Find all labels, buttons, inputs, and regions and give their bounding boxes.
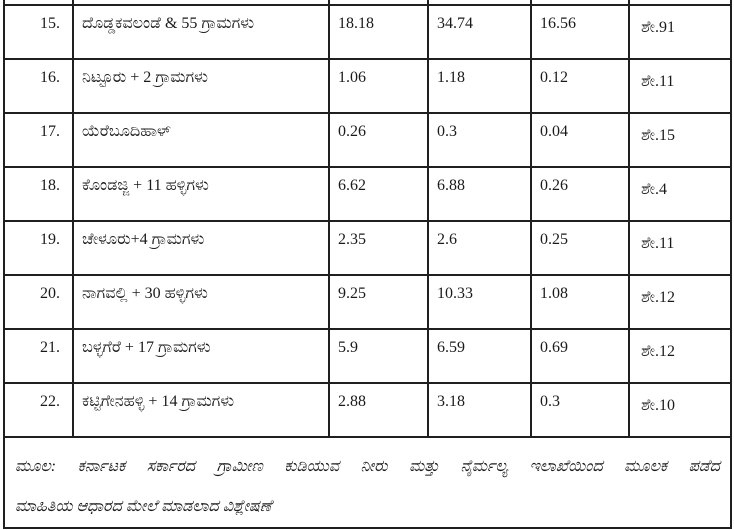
value-cell: 6.59 xyxy=(427,328,532,384)
partial-cell xyxy=(628,0,732,6)
value-cell: 1.08 xyxy=(530,274,630,330)
value-cell: 0.3 xyxy=(530,382,630,438)
percent-cell: ಶೇ.15 xyxy=(628,112,732,168)
table-row: 19. ಚೇಳೂರು+4 ಗ್ರಾಮಗಳು 2.35 2.6 0.25 ಶೇ.1… xyxy=(3,220,732,276)
row-number-cell: 18. xyxy=(3,166,74,222)
scheme-name-cell: ಬಳ್ಳಗೆರೆ + 17 ಗ್ರಾಮಗಳು xyxy=(72,328,330,384)
value-cell: 1.18 xyxy=(427,58,532,114)
value-cell: 2.6 xyxy=(427,220,532,276)
schemes-data-table: 15. ದೊಡ್ಡಕವಲಂಡೆ & 55 ಗ್ರಾಮಗಳು 18.18 34.7… xyxy=(3,0,732,529)
partial-cell xyxy=(328,0,429,6)
value-cell: 18.18 xyxy=(328,4,429,60)
value-cell: 2.88 xyxy=(328,382,429,438)
row-number-cell: 19. xyxy=(3,220,74,276)
row-number-cell: 17. xyxy=(3,112,74,168)
percent-cell: ಶೇ.10 xyxy=(628,382,732,438)
value-cell: 16.56 xyxy=(530,4,630,60)
value-cell: 6.88 xyxy=(427,166,532,222)
value-cell: 1.06 xyxy=(328,58,429,114)
row-number-cell: 22. xyxy=(3,382,74,438)
value-cell: 10.33 xyxy=(427,274,532,330)
scheme-name-cell: ದೊಡ್ಡಕವಲಂಡೆ & 55 ಗ್ರಾಮಗಳು xyxy=(72,4,330,60)
partial-cell xyxy=(72,0,330,6)
value-cell: 5.9 xyxy=(328,328,429,384)
table-row: 18. ಕೊಂಡಜ್ಜಿ + 11 ಹಳ್ಳಿಗಳು 6.62 6.88 0.2… xyxy=(3,166,732,222)
partial-cell xyxy=(3,0,74,6)
value-cell: 34.74 xyxy=(427,4,532,60)
table-row: 22. ಕಟ್ಟಿಗೇನಹಳ್ಳಿ + 14 ಗ್ರಾಮಗಳು 2.88 3.1… xyxy=(3,382,732,438)
row-number-cell: 20. xyxy=(3,274,74,330)
partial-cell xyxy=(427,0,532,6)
value-cell: 0.69 xyxy=(530,328,630,384)
value-cell: 0.12 xyxy=(530,58,630,114)
row-number-cell: 15. xyxy=(3,4,74,60)
value-cell: 0.26 xyxy=(530,166,630,222)
percent-cell: ಶೇ.12 xyxy=(628,328,732,384)
value-cell: 0.26 xyxy=(328,112,429,168)
value-cell: 6.62 xyxy=(328,166,429,222)
value-cell: 0.3 xyxy=(427,112,532,168)
table-footer-row: ಮೂಲ: ಕರ್ನಾಟಕ ಸರ್ಕಾರದ ಗ್ರಾಮೀಣ ಕುಡಿಯುವ ನೀರ… xyxy=(3,436,732,529)
row-number-cell: 16. xyxy=(3,58,74,114)
value-cell: 9.25 xyxy=(328,274,429,330)
value-cell: 0.04 xyxy=(530,112,630,168)
row-number-cell: 21. xyxy=(3,328,74,384)
percent-cell: ಶೇ.4 xyxy=(628,166,732,222)
value-cell: 3.18 xyxy=(427,382,532,438)
table-row: 17. ಯೆರೆಬೂದಿಹಾಳ್ 0.26 0.3 0.04 ಶೇ.15 xyxy=(3,112,732,168)
table-row: 21. ಬಳ್ಳಗೆರೆ + 17 ಗ್ರಾಮಗಳು 5.9 6.59 0.69… xyxy=(3,328,732,384)
table-row: 20. ನಾಗವಲ್ಲಿ + 30 ಹಳ್ಳಿಗಳು 9.25 10.33 1.… xyxy=(3,274,732,330)
scheme-name-cell: ನಿಟ್ಟೂರು + 2 ಗ್ರಾಮಗಳು xyxy=(72,58,330,114)
value-cell: 2.35 xyxy=(328,220,429,276)
scheme-name-cell: ಚೇಳೂರು+4 ಗ್ರಾಮಗಳು xyxy=(72,220,330,276)
scheme-name-cell: ಕೊಂಡಜ್ಜಿ + 11 ಹಳ್ಳಿಗಳು xyxy=(72,166,330,222)
value-cell: 0.25 xyxy=(530,220,630,276)
percent-cell: ಶೇ.11 xyxy=(628,58,732,114)
scheme-name-cell: ಕಟ್ಟಿಗೇನಹಳ್ಳಿ + 14 ಗ್ರಾಮಗಳು xyxy=(72,382,330,438)
source-note-line1: ಮೂಲ: ಕರ್ನಾಟಕ ಸರ್ಕಾರದ ಗ್ರಾಮೀಣ ಕುಡಿಯುವ ನೀರ… xyxy=(15,458,720,475)
table-row-partial-top xyxy=(3,0,732,6)
table-row: 16. ನಿಟ್ಟೂರು + 2 ಗ್ರಾಮಗಳು 1.06 1.18 0.12… xyxy=(3,58,732,114)
percent-cell: ಶೇ.12 xyxy=(628,274,732,330)
scheme-name-cell: ಯೆರೆಬೂದಿಹಾಳ್ xyxy=(72,112,330,168)
percent-cell: ಶೇ.11 xyxy=(628,220,732,276)
percent-cell: ಶೇ.91 xyxy=(628,4,732,60)
table-row: 15. ದೊಡ್ಡಕವಲಂಡೆ & 55 ಗ್ರಾಮಗಳು 18.18 34.7… xyxy=(3,4,732,60)
partial-cell xyxy=(530,0,630,6)
source-note-cell: ಮೂಲ: ಕರ್ನಾಟಕ ಸರ್ಕಾರದ ಗ್ರಾಮೀಣ ಕುಡಿಯುವ ನೀರ… xyxy=(3,436,732,529)
scheme-name-cell: ನಾಗವಲ್ಲಿ + 30 ಹಳ್ಳಿಗಳು xyxy=(72,274,330,330)
source-note-line2: ಮಾಹಿತಿಯ ಆಧಾರದ ಮೇಲೆ ಮಾಡಲಾದ ವಿಶ್ಲೇಷಣೆ xyxy=(15,498,272,515)
